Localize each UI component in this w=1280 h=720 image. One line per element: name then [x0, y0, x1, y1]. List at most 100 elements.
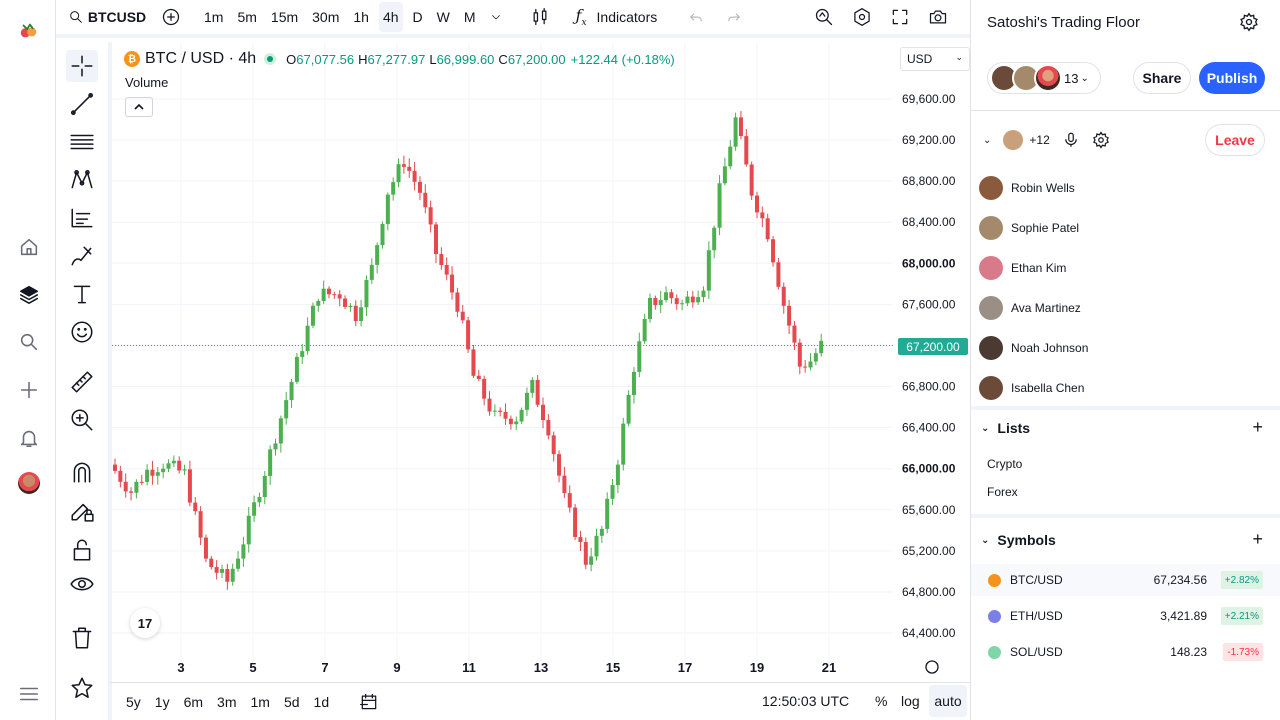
candle-body[interactable]: [514, 421, 519, 425]
add-symbol-button[interactable]: +: [1252, 529, 1263, 549]
candle-body[interactable]: [332, 294, 337, 296]
candle-body[interactable]: [123, 481, 128, 492]
microphone-icon[interactable]: [1062, 131, 1080, 149]
candle-body[interactable]: [316, 300, 321, 306]
candle-body[interactable]: [803, 366, 808, 368]
candle-body[interactable]: [273, 443, 278, 450]
candle-body[interactable]: [476, 375, 481, 379]
symbol-search[interactable]: BTCUSD: [56, 2, 148, 32]
axis-settings-icon[interactable]: [925, 660, 939, 674]
member-row[interactable]: Isabella Chen: [971, 368, 1280, 408]
currency-select[interactable]: USD ⌄: [900, 47, 970, 71]
candle-body[interactable]: [348, 305, 353, 307]
candle-body[interactable]: [466, 320, 471, 350]
member-row[interactable]: Noah Johnson: [971, 328, 1280, 368]
candle-body[interactable]: [145, 469, 150, 482]
member-row[interactable]: Robin Wells: [971, 168, 1280, 208]
candle-body[interactable]: [738, 117, 743, 137]
candle-body[interactable]: [781, 286, 786, 306]
candle-body[interactable]: [230, 568, 235, 582]
candle-body[interactable]: [268, 449, 273, 476]
candle-body[interactable]: [615, 464, 620, 486]
room-settings-button[interactable]: [1239, 12, 1261, 34]
candle-body[interactable]: [658, 300, 663, 306]
candle-body[interactable]: [182, 469, 187, 471]
candle-body[interactable]: [578, 537, 583, 543]
redo-button[interactable]: [719, 2, 749, 32]
zoom-tool[interactable]: [66, 404, 98, 436]
candle-body[interactable]: [792, 325, 797, 343]
candle-body[interactable]: [771, 239, 776, 263]
symbol-row[interactable]: BTC/USD 67,234.56 +2.82%: [971, 564, 1280, 596]
add-list-button[interactable]: +: [1252, 417, 1263, 437]
candle-body[interactable]: [760, 212, 765, 219]
indicators-button[interactable]: ƒx Indicators: [568, 2, 666, 32]
candle-body[interactable]: [776, 262, 781, 287]
candle-body[interactable]: [171, 460, 176, 464]
crosshair-tool[interactable]: [66, 50, 98, 82]
candle-body[interactable]: [755, 195, 759, 213]
candle-body[interactable]: [407, 166, 412, 171]
candle-body[interactable]: [321, 288, 326, 301]
candle-body[interactable]: [450, 274, 455, 293]
brush-tool[interactable]: [66, 240, 98, 272]
candle-body[interactable]: [278, 418, 283, 444]
candle-body[interactable]: [412, 170, 417, 182]
candle-body[interactable]: [626, 394, 631, 424]
lock-drawing-tool[interactable]: [66, 494, 98, 526]
candle-body[interactable]: [621, 423, 626, 465]
candle-body[interactable]: [391, 182, 396, 195]
candle-body[interactable]: [252, 502, 257, 516]
range-button-1y[interactable]: 1y: [154, 693, 170, 710]
menu-icon[interactable]: [14, 679, 44, 709]
candle-body[interactable]: [519, 409, 524, 422]
candle-body[interactable]: [471, 349, 476, 376]
candle-body[interactable]: [819, 340, 824, 354]
favorites-tool[interactable]: [66, 672, 98, 704]
candle-body[interactable]: [139, 481, 144, 483]
candle-body[interactable]: [177, 460, 182, 471]
candle-body[interactable]: [610, 485, 615, 499]
member-row[interactable]: Ava Martinez: [971, 288, 1280, 328]
candle-body[interactable]: [492, 410, 497, 412]
candle-body[interactable]: [701, 290, 706, 298]
interval-button-W[interactable]: W: [436, 9, 450, 25]
range-button-1d[interactable]: 1d: [313, 693, 330, 710]
candle-body[interactable]: [396, 164, 401, 183]
interval-dropdown-button[interactable]: [486, 2, 506, 32]
candle-body[interactable]: [573, 507, 578, 538]
candle-body[interactable]: [728, 146, 733, 167]
candle-body[interactable]: [669, 292, 674, 299]
interval-button-5m[interactable]: 5m: [237, 9, 257, 25]
symbol-row[interactable]: SOL/USD 148.23 -1.73%: [971, 636, 1280, 668]
leave-button[interactable]: Leave: [1205, 124, 1265, 156]
candle-body[interactable]: [567, 493, 572, 508]
candle-body[interactable]: [765, 218, 770, 240]
interval-button-1m[interactable]: 1m: [204, 9, 224, 25]
candle-body[interactable]: [434, 224, 438, 255]
candle-body[interactable]: [220, 569, 224, 573]
candle-body[interactable]: [385, 194, 390, 224]
candle-body[interactable]: [359, 307, 364, 322]
share-button[interactable]: Share: [1133, 62, 1191, 94]
legend-collapse-button[interactable]: [125, 97, 153, 117]
percent-scale-button[interactable]: %: [875, 693, 888, 709]
candle-body[interactable]: [246, 515, 251, 545]
candle-body[interactable]: [203, 537, 208, 559]
candle-body[interactable]: [498, 410, 503, 412]
tradingview-logo[interactable]: 17: [130, 608, 160, 638]
candle-body[interactable]: [589, 556, 594, 565]
candle-body[interactable]: [300, 351, 305, 357]
candle-body[interactable]: [364, 279, 369, 308]
range-button-3m[interactable]: 3m: [217, 693, 237, 710]
candle-body[interactable]: [546, 420, 551, 436]
candle-body[interactable]: [375, 245, 380, 265]
candle-body[interactable]: [460, 311, 465, 321]
candle-body[interactable]: [524, 392, 529, 410]
symbol-row[interactable]: ETH/USD 3,421.89 +2.21%: [971, 600, 1280, 632]
candle-body[interactable]: [369, 264, 374, 280]
candle-body[interactable]: [241, 544, 246, 559]
candle-body[interactable]: [113, 464, 117, 471]
interval-button-M[interactable]: M: [463, 9, 476, 25]
delete-tool[interactable]: [66, 622, 98, 654]
